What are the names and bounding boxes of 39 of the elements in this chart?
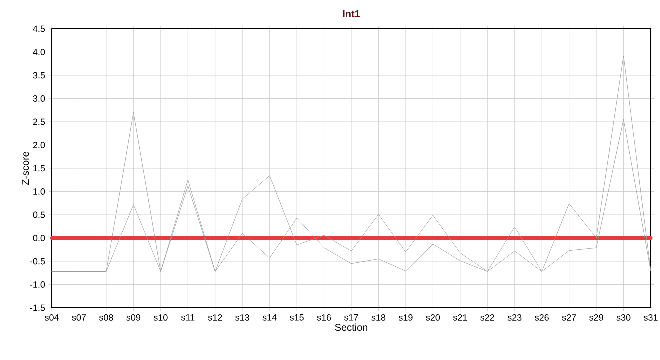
- x-axis-title: Section: [335, 324, 368, 332]
- y-axis-title: Z-score: [22, 152, 30, 186]
- y-tick-label: 1.5: [34, 165, 46, 172]
- x-tick-label: s08: [99, 314, 114, 321]
- x-tick-label: s31: [644, 314, 658, 321]
- x-tick-label: s26: [535, 314, 549, 321]
- x-tick-label: s09: [126, 314, 141, 321]
- x-tick-label: s10: [154, 314, 168, 321]
- x-tick-label: s11: [181, 314, 195, 321]
- x-tick-label: s27: [562, 314, 576, 321]
- y-tick-label: -0.5: [30, 258, 46, 265]
- x-tick-label: s07: [72, 314, 86, 321]
- x-tick-label: s16: [317, 314, 332, 321]
- x-tick-label: s15: [290, 314, 304, 321]
- x-tick-label: s20: [426, 314, 440, 321]
- x-tick-label: s29: [590, 314, 604, 321]
- x-tick-label: s13: [236, 314, 250, 321]
- y-tick-label: 3.0: [33, 96, 46, 102]
- x-tick-label: s30: [616, 314, 631, 321]
- y-tick-label: 2.5: [33, 118, 46, 126]
- y-tick-label: -1.0: [30, 282, 46, 288]
- x-tick-label: s19: [398, 314, 413, 321]
- x-tick-label: s21: [453, 314, 468, 321]
- y-tick-label: 0.5: [33, 212, 46, 218]
- y-tick-label: 1.0: [34, 188, 46, 195]
- x-tick-label: s22: [480, 314, 494, 321]
- x-tick-label: s12: [208, 314, 222, 321]
- chart-title: Int1: [343, 10, 360, 18]
- x-tick-label: s23: [508, 314, 522, 321]
- x-tick-label: s14: [262, 314, 277, 321]
- y-tick-label: 3.5: [33, 72, 46, 79]
- y-tick-label: 4.5: [33, 26, 46, 32]
- y-tick-label: 2.0: [33, 142, 46, 148]
- x-tick-label: s18: [372, 314, 386, 321]
- y-tick-label: 4.0: [33, 49, 46, 56]
- x-tick-label: s04: [45, 314, 59, 321]
- y-tick-label: 0.0: [33, 235, 46, 242]
- x-tick-label: s17: [344, 314, 358, 321]
- y-tick-label: -1.5: [30, 304, 46, 312]
